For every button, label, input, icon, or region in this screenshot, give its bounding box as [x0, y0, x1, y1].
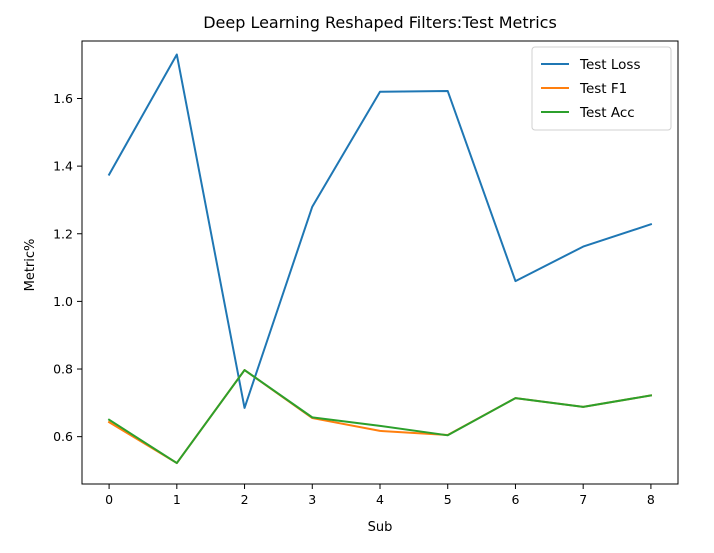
series-line-test-f1	[107, 369, 653, 465]
y-tick-label: 0.8	[53, 362, 73, 377]
x-tick-label: 0	[105, 492, 113, 507]
y-tick-label: 1.0	[53, 294, 73, 309]
y-tick-label: 1.6	[53, 91, 73, 106]
series-line-test-acc	[107, 369, 653, 465]
x-axis-ticks: 0 1 2 3 4 5 6 7 8	[105, 484, 655, 507]
legend-entry-label: Test F1	[579, 81, 627, 97]
y-axis-label: Metric%	[23, 239, 38, 292]
legend-entry-label: Test Acc	[579, 105, 635, 121]
legend-box	[531, 46, 672, 131]
x-tick-label: 7	[579, 492, 587, 507]
x-tick-label: 4	[376, 492, 384, 507]
y-tick-label: 0.6	[53, 429, 73, 444]
x-axis-label: Sub	[368, 520, 393, 535]
y-axis-ticks: 0.6 0.8 1.0 1.2 1.4 1.6	[53, 91, 82, 444]
x-tick-label: 3	[308, 492, 316, 507]
series-line-test-loss	[107, 53, 653, 409]
y-tick-label: 1.4	[53, 159, 73, 174]
x-tick-label: 5	[444, 492, 452, 507]
legend-entry-label: Test Loss	[579, 57, 641, 73]
legend: Test Loss Test F1 Test Acc	[531, 46, 672, 131]
plot-lines	[107, 53, 653, 465]
x-tick-label: 6	[511, 492, 519, 507]
y-tick-label: 1.2	[53, 226, 73, 241]
x-tick-label: 2	[241, 492, 249, 507]
chart-title: Deep Learning Reshaped Filters:Test Metr…	[203, 13, 557, 32]
x-tick-label: 8	[647, 492, 655, 507]
x-tick-label: 1	[173, 492, 181, 507]
